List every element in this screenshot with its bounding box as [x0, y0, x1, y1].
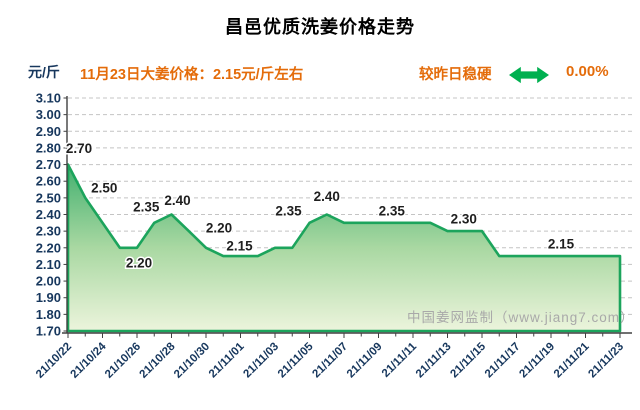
- x-axis-tick-label: 21/11/23: [586, 341, 626, 381]
- x-axis-tick-label: 21/11/03: [241, 341, 281, 381]
- y-axis-tick-label: 2.30: [36, 224, 61, 239]
- y-axis-tick-label: 2.20: [36, 240, 61, 255]
- trend-percent: 0.00%: [566, 63, 609, 80]
- data-label: 2.35: [133, 199, 160, 214]
- x-axis-tick-label: 21/10/24: [68, 340, 109, 381]
- data-label: 2.35: [275, 203, 302, 218]
- y-axis-tick-label: 2.90: [36, 124, 61, 139]
- y-axis-tick-label: 1.90: [36, 290, 61, 305]
- x-axis-tick-label: 21/10/26: [103, 341, 143, 381]
- data-label: 2.50: [91, 180, 117, 195]
- x-axis-tick-label: 21/11/17: [483, 341, 523, 381]
- y-axis-tick-label: 2.40: [36, 207, 61, 222]
- y-axis-tick-label: 2.80: [36, 140, 61, 155]
- stable-double-arrow-icon: [509, 66, 549, 84]
- x-axis-tick-label: 21/11/15: [448, 340, 488, 380]
- y-axis-tick-label: 2.60: [36, 174, 61, 189]
- x-axis-tick-label: 21/10/22: [34, 341, 74, 381]
- x-axis-tick-label: 21/11/01: [207, 340, 247, 380]
- price-notice: 11月23日大姜价格：2.15元/斤左右: [80, 67, 304, 83]
- data-label: 2.30: [451, 212, 477, 227]
- watermark: 中国姜网监制（www.jiang7.com）: [407, 310, 635, 325]
- x-axis-tick-label: 21/11/09: [345, 341, 385, 381]
- price-area-series: [66, 163, 622, 333]
- trend-label: 较昨日稳硬: [419, 67, 492, 83]
- x-axis-tick-label: 21/10/30: [172, 341, 212, 381]
- y-axis-tick-label: 3.00: [36, 107, 61, 122]
- y-axis-tick-label: 1.80: [36, 307, 61, 322]
- y-axis-tick-label: 1.70: [36, 324, 61, 339]
- data-label: 2.15: [548, 237, 575, 252]
- data-label: 2.40: [314, 189, 340, 204]
- x-axis-tick-label: 21/11/05: [276, 340, 316, 380]
- y-axis-tick-label: 2.00: [36, 274, 61, 289]
- x-axis-tick-label: 21/11/21: [552, 340, 592, 380]
- x-axis-tick-label: 21/11/13: [414, 341, 454, 381]
- x-axis-tick-label: 21/11/07: [310, 341, 350, 381]
- x-axis-tick-label: 21/10/28: [137, 340, 178, 381]
- data-label: 2.20: [206, 220, 232, 235]
- data-label: 2.40: [164, 193, 190, 208]
- data-label: 2.15: [226, 239, 253, 254]
- y-axis-tick-label: 2.70: [36, 157, 61, 172]
- data-label: 2.70: [66, 141, 92, 156]
- x-axis-tick-label: 21/11/19: [517, 341, 557, 381]
- data-label: 2.20: [126, 255, 152, 270]
- x-axis-tick-label: 21/11/11: [380, 340, 420, 380]
- y-axis-tick-label: 2.10: [36, 257, 61, 272]
- chart-title: 昌邑优质洗姜价格走势: [225, 17, 415, 37]
- y-axis-tick-label: 3.10: [36, 91, 61, 106]
- data-label: 2.35: [379, 203, 406, 218]
- y-axis-unit-label: 元/斤: [28, 64, 60, 80]
- y-axis-tick-label: 2.50: [36, 190, 61, 205]
